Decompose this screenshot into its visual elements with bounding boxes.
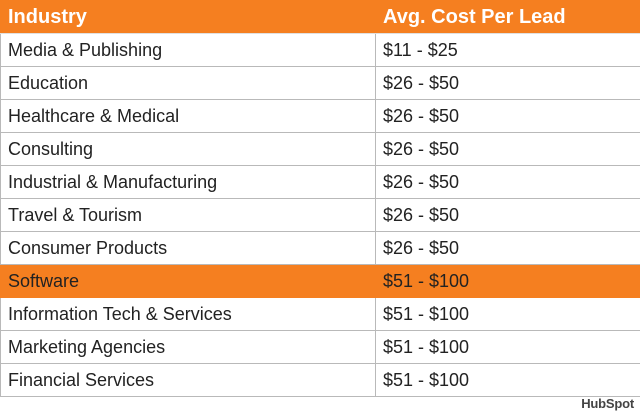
table-body: Media & Publishing $11 - $25 Education $26 … [0, 33, 640, 397]
column-header-industry: Industry [0, 0, 376, 34]
avg-cost-cell: $26 - $50 [375, 231, 640, 265]
table-row: Consumer Products $26 - $50 [0, 231, 640, 265]
table-row: Industrial & Manufacturing $26 - $50 [0, 165, 640, 199]
industry-cell: Travel & Tourism [0, 198, 376, 232]
industry-cell: Financial Services [0, 363, 376, 397]
table-row: Marketing Agencies $51 - $100 [0, 330, 640, 364]
industry-cell: Marketing Agencies [0, 330, 376, 364]
table-row: Travel & Tourism $26 - $50 [0, 198, 640, 232]
table-header-row: Industry Avg. Cost Per Lead [0, 0, 640, 34]
avg-cost-cell: $51 - $100 [375, 297, 640, 331]
avg-cost-cell: $26 - $50 [375, 198, 640, 232]
column-header-avg-cost: Avg. Cost Per Lead [375, 0, 640, 34]
avg-cost-cell: $26 - $50 [375, 132, 640, 166]
table-row: Consulting $26 - $50 [0, 132, 640, 166]
industry-cell: Industrial & Manufacturing [0, 165, 376, 199]
avg-cost-cell: $11 - $25 [375, 33, 640, 67]
industry-cell: Healthcare & Medical [0, 99, 376, 133]
avg-cost-cell: $51 - $100 [375, 330, 640, 364]
table-row: Media & Publishing $11 - $25 [0, 33, 640, 67]
industry-cell: Information Tech & Services [0, 297, 376, 331]
cost-per-lead-table: Industry Avg. Cost Per Lead Media & Publ… [0, 0, 640, 397]
avg-cost-cell: $26 - $50 [375, 99, 640, 133]
table-row: Software $51 - $100 [0, 264, 640, 298]
industry-cell: Media & Publishing [0, 33, 376, 67]
industry-cell: Consulting [0, 132, 376, 166]
table-row: Information Tech & Services $51 - $100 [0, 297, 640, 331]
industry-cell: Education [0, 66, 376, 100]
industry-cell: Software [0, 264, 376, 298]
avg-cost-cell: $51 - $100 [375, 264, 640, 298]
avg-cost-cell: $26 - $50 [375, 66, 640, 100]
table-row: Financial Services $51 - $100 [0, 363, 640, 397]
industry-cell: Consumer Products [0, 231, 376, 265]
avg-cost-cell: $26 - $50 [375, 165, 640, 199]
table-row: Healthcare & Medical $26 - $50 [0, 99, 640, 133]
hubspot-logo: HubSpot [581, 396, 634, 411]
avg-cost-cell: $51 - $100 [375, 363, 640, 397]
table-row: Education $26 - $50 [0, 66, 640, 100]
